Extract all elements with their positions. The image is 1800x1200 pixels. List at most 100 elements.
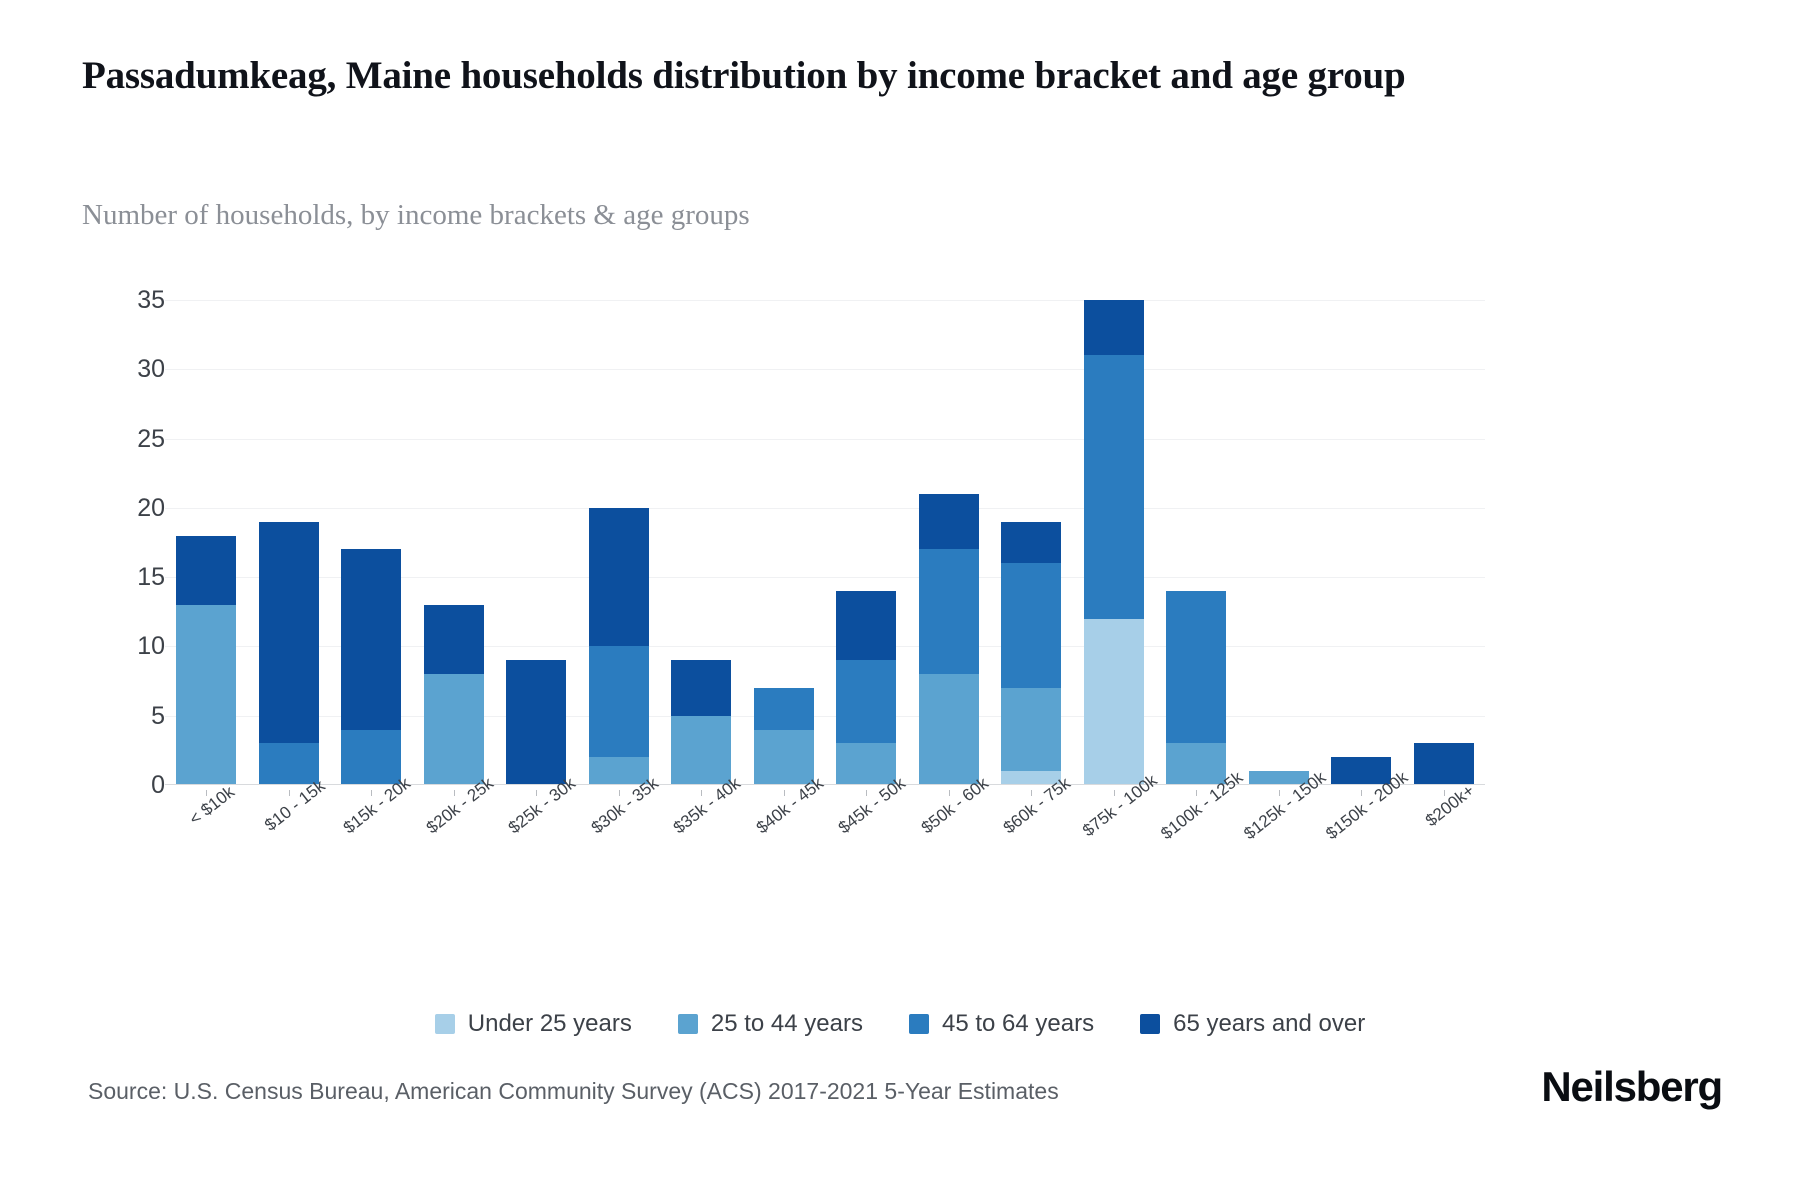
bar-segment[interactable] — [918, 549, 979, 675]
bar-segment[interactable] — [836, 591, 897, 661]
bar-slot[interactable] — [990, 300, 1073, 785]
legend-item[interactable]: Under 25 years — [434, 1010, 632, 1038]
bar-slot[interactable] — [248, 300, 331, 785]
x-tick-mark — [618, 790, 620, 796]
bar-segment[interactable] — [1001, 563, 1062, 689]
bar-segment[interactable] — [1083, 300, 1144, 356]
x-axis-tick: $100k - 125k — [1155, 768, 1247, 900]
gridline — [165, 577, 1485, 579]
x-axis-tick: $15k - 20k — [330, 774, 414, 900]
bar-segment[interactable] — [1001, 771, 1062, 785]
x-axis-tick: $75k - 100k — [1073, 771, 1161, 900]
bar-segment[interactable] — [1166, 743, 1227, 785]
stacked-bar[interactable] — [506, 660, 567, 785]
gridline — [165, 646, 1485, 648]
bar-segment[interactable] — [1248, 771, 1309, 785]
bar-slot[interactable] — [578, 300, 661, 785]
stacked-bar[interactable] — [671, 660, 732, 785]
bar-segment[interactable] — [1413, 743, 1474, 785]
bar-segment[interactable] — [1001, 521, 1062, 564]
y-axis-tick-label: 10 — [137, 632, 165, 661]
gridline — [165, 369, 1485, 371]
stacked-bar[interactable] — [1083, 300, 1144, 785]
stacked-bar[interactable] — [588, 507, 649, 785]
bar-slot[interactable] — [495, 300, 578, 785]
stacked-bar[interactable] — [341, 549, 402, 785]
bar-slot[interactable] — [1238, 300, 1321, 785]
y-axis: 0 5 10 15 20 25 30 35 — [0, 286, 1650, 799]
bar-slot[interactable] — [1155, 300, 1238, 785]
bar-segment[interactable] — [671, 660, 732, 716]
bar-segment[interactable] — [753, 688, 814, 730]
x-axis-tick: $35k - 40k — [660, 774, 744, 900]
x-axis-labels: < $10k $10 - 15k $15k - 20k $20k - 25k $25k … — [165, 768, 1485, 900]
stacked-bar[interactable] — [258, 521, 319, 785]
bar-segment[interactable] — [1331, 757, 1392, 785]
bar-slot[interactable] — [660, 300, 743, 785]
bar-segment[interactable] — [918, 674, 979, 785]
bar-series-group — [165, 300, 1485, 785]
bar-slot[interactable] — [330, 300, 413, 785]
bar-segment[interactable] — [1083, 355, 1144, 619]
bar-segment[interactable] — [836, 660, 897, 744]
bar-slot[interactable] — [743, 300, 826, 785]
bar-segment[interactable] — [753, 729, 814, 785]
x-tick-mark — [1361, 790, 1363, 796]
bar-segment[interactable] — [588, 507, 649, 647]
bar-segment[interactable] — [423, 674, 484, 785]
stacked-bar[interactable] — [918, 494, 979, 785]
bar-segment[interactable] — [918, 494, 979, 550]
x-axis-tick: $60k - 75k — [990, 774, 1074, 900]
x-axis-tick: $30k - 35k — [578, 774, 661, 900]
legend-item[interactable]: 25 to 44 years — [677, 1010, 863, 1038]
stacked-bar[interactable] — [836, 591, 897, 785]
y-axis-tick-label: 25 — [137, 424, 165, 453]
bar-slot[interactable] — [1073, 300, 1156, 785]
bar-slot[interactable] — [413, 300, 496, 785]
bar-segment[interactable] — [423, 604, 484, 675]
bar-segment[interactable] — [176, 535, 237, 605]
bar-segment[interactable] — [506, 660, 567, 785]
legend-swatch-icon — [434, 1014, 455, 1034]
bar-segment[interactable] — [836, 743, 897, 785]
bar-segment[interactable] — [588, 646, 649, 758]
bar-segment[interactable] — [258, 521, 319, 744]
bar-segment[interactable] — [588, 757, 649, 785]
bar-segment[interactable] — [1166, 591, 1227, 744]
x-axis-tick: $40k - 45k — [743, 774, 826, 900]
bar-segment[interactable] — [1083, 618, 1144, 785]
legend-item-label: 25 to 44 years — [710, 1010, 863, 1037]
x-axis-tick: < $10k — [165, 782, 248, 900]
y-axis-tick-label: 15 — [137, 563, 165, 592]
bar-slot[interactable] — [165, 300, 248, 785]
legend-item[interactable]: 65 years and over — [1140, 1010, 1365, 1038]
bar-slot[interactable] — [825, 300, 908, 785]
stacked-bar[interactable] — [1331, 757, 1392, 785]
bar-slot[interactable] — [908, 300, 991, 785]
legend-swatch-icon — [908, 1014, 929, 1034]
stacked-bar[interactable] — [176, 535, 237, 785]
bar-segment[interactable] — [671, 715, 732, 785]
bar-segment[interactable] — [1001, 688, 1062, 772]
y-axis-tick-label: 20 — [137, 493, 165, 522]
x-axis-tick-label: < $10k — [185, 782, 239, 829]
x-axis-tick: $50k - 60k — [908, 774, 991, 900]
stacked-bar[interactable] — [423, 604, 484, 785]
x-tick-mark — [1031, 790, 1033, 796]
stacked-bar[interactable] — [1413, 743, 1474, 785]
x-axis-tick: $125k - 150k — [1238, 768, 1329, 900]
bar-segment[interactable] — [258, 743, 319, 785]
stacked-bar[interactable] — [1166, 591, 1227, 785]
bar-slot[interactable] — [1320, 300, 1403, 785]
bar-segment[interactable] — [341, 729, 402, 785]
stacked-bar[interactable] — [753, 688, 814, 785]
x-tick-mark — [1443, 790, 1445, 796]
legend-item[interactable]: 45 to 64 years — [908, 1010, 1094, 1038]
stacked-bar[interactable] — [1001, 521, 1062, 785]
page-subtitle: Number of households, by income brackets… — [82, 199, 750, 231]
bar-slot[interactable] — [1403, 300, 1486, 785]
bar-segment[interactable] — [176, 604, 237, 785]
bar-segment[interactable] — [341, 549, 402, 730]
stacked-bar[interactable] — [1248, 771, 1309, 785]
